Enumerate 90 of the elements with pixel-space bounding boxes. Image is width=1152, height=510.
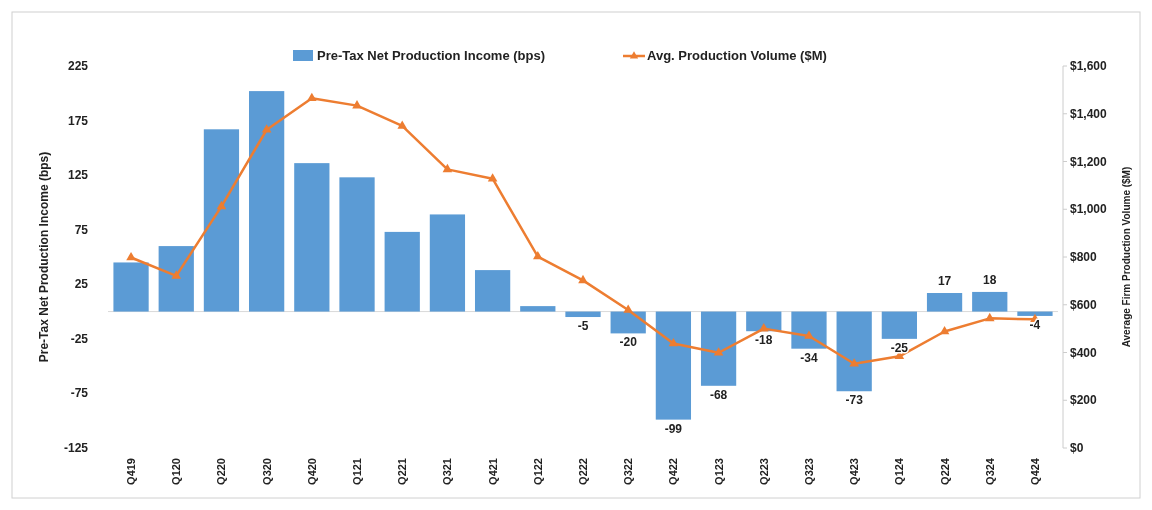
data-label: -25 [890,340,909,355]
point [171,270,182,279]
x-tick-label: Q320 [260,458,273,485]
point [487,173,498,182]
x-tick-label: Q222 [577,458,589,485]
bar [791,311,827,349]
point [261,124,272,133]
bar [881,311,917,339]
y2-tick-label: $1,200 [1070,154,1108,169]
point [533,250,543,260]
point [578,274,588,284]
y2-tick-label: $200 [1070,393,1098,408]
point [442,163,453,173]
y-tick-label: -125 [63,441,89,455]
data-label: -99 [664,421,683,436]
data-label: -20 [619,335,638,350]
y-tick-label: 125 [67,168,89,183]
data-label: -68 [709,387,728,402]
bar [520,306,556,312]
bar [429,214,466,312]
point [713,347,724,356]
x-tick-label: Q420 [305,458,318,485]
point [849,358,859,367]
point [668,337,679,347]
data-label: -34 [800,350,818,365]
y2-axis-title: Average Firm Production Volume ($M) [1121,166,1132,348]
x-tick-label: Q324 [983,457,996,485]
x-tick-label: Q323 [802,458,815,485]
y-axis-title: Pre-Tax Net Production Income (bps) [37,151,51,363]
x-tick-label: Q421 [486,458,499,485]
bar [565,311,601,318]
point [939,325,950,335]
x-tick-label: Q220 [215,458,228,485]
data-label: -4 [1029,317,1041,332]
data-label: -18 [755,333,773,348]
x-tick-label: Q423 [848,458,861,485]
x-tick-label: Q122 [531,458,544,485]
bar [972,291,1008,312]
bar [836,311,872,392]
bar [1017,311,1053,316]
bar [746,311,782,332]
y-tick-label: -75 [70,386,89,401]
bar [113,262,149,312]
bar [158,246,194,312]
y2-tick-label: $400 [1070,345,1098,360]
x-tick-label: Q424 [1028,457,1041,485]
legend-label: Pre-Tax Net Production Income (bps) [317,48,546,63]
data-label: 17 [937,274,952,289]
data-label: 18 [983,272,997,287]
y-tick-label: 75 [74,222,89,237]
x-tick-label: Q121 [351,458,364,485]
y2-tick-label: $800 [1070,250,1098,264]
bar [700,311,737,386]
y-tick-label: 175 [67,113,89,128]
bar [655,311,692,420]
y2-tick-label: $1,000 [1070,202,1108,217]
x-tick-label: Q123 [712,458,725,485]
data-label: -5 [577,319,589,334]
legend-label: Avg. Production Volume ($M) [647,48,827,63]
point [397,120,408,129]
point [352,100,362,109]
x-tick-label: Q221 [396,458,409,485]
bar [249,91,285,312]
y-tick-label: -25 [70,331,89,346]
bar [926,293,963,312]
bar [384,231,420,312]
point [307,92,317,102]
x-tick-label: Q120 [170,458,183,485]
y2-tick-label: $0 [1070,441,1084,455]
bar [294,163,330,312]
y2-tick-label: $600 [1070,297,1098,312]
x-tick-label: Q321 [441,458,454,485]
x-tick-label: Q322 [622,458,635,485]
y-tick-label: 225 [67,59,89,73]
y2-tick-label: $1,400 [1070,106,1108,121]
x-tick-label: Q419 [125,458,138,485]
point [216,200,227,210]
x-tick-label: Q422 [667,458,680,485]
y2-tick-label: $1,600 [1070,59,1108,73]
data-label: -73 [845,393,864,408]
bar [339,177,375,312]
y-tick-label: 25 [74,277,89,292]
x-tick-label: Q224 [938,457,951,485]
x-tick-label: Q124 [893,457,906,485]
bar [203,129,240,312]
point [984,312,995,322]
x-tick-label: Q223 [757,458,770,485]
bar [474,270,511,312]
point [623,304,633,313]
point [126,251,136,261]
